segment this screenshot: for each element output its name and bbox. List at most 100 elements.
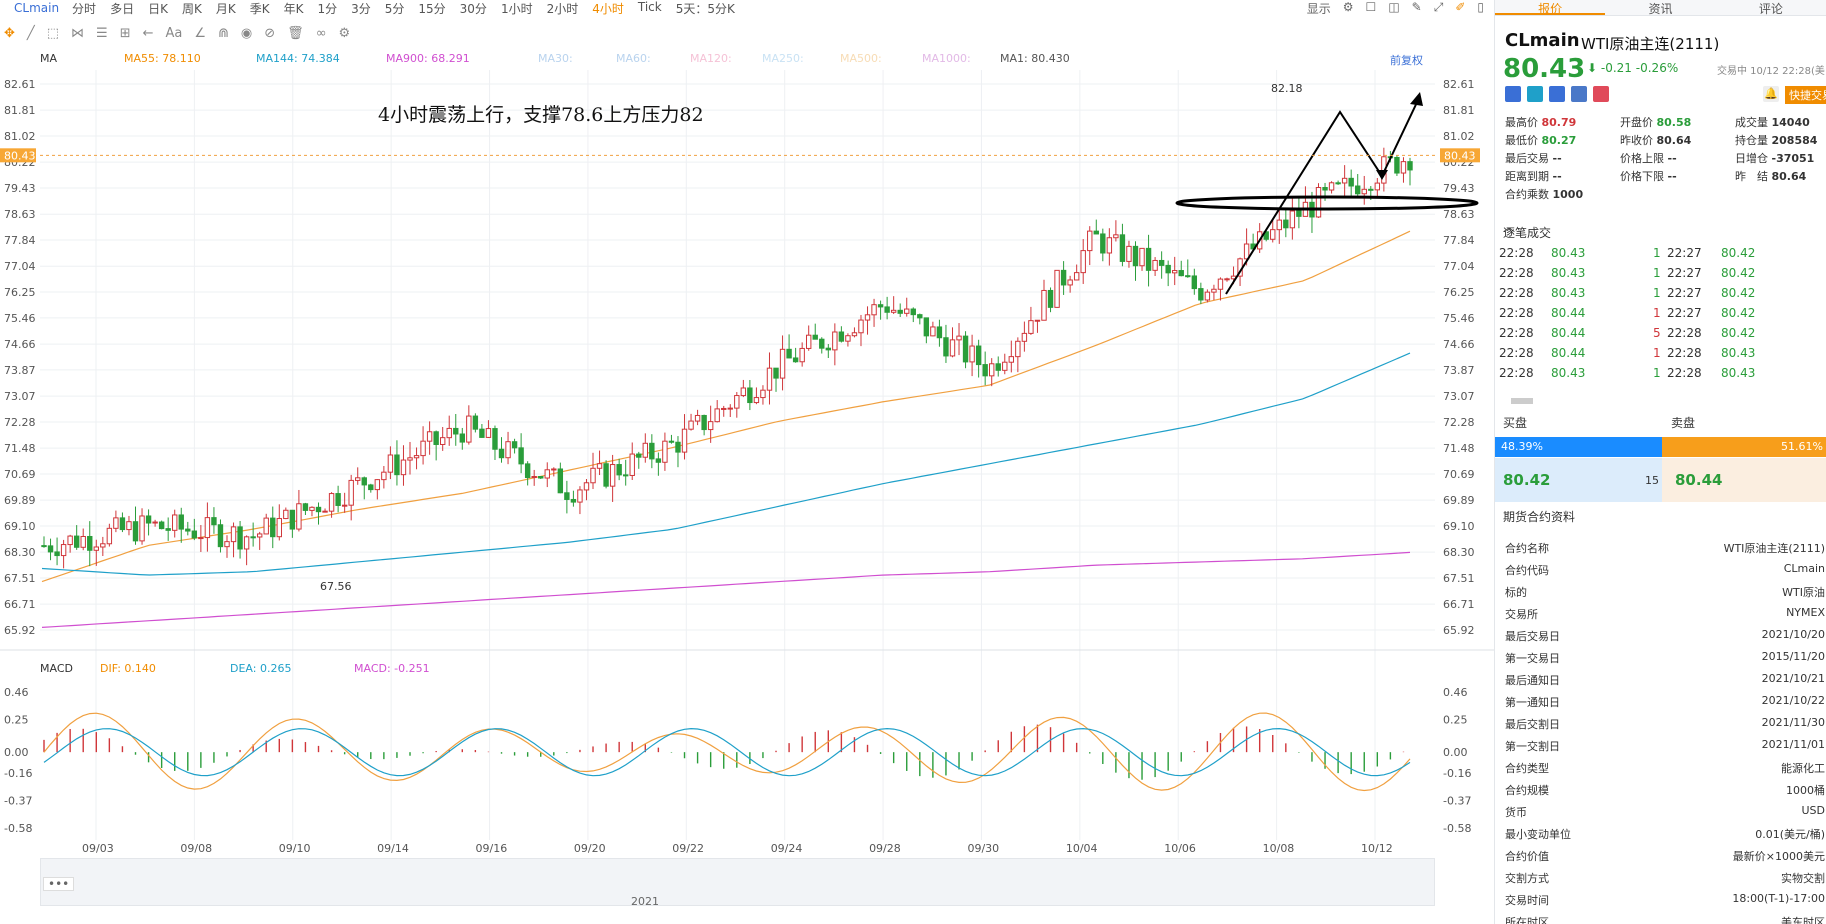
timeframe-14[interactable]: 4小时 — [592, 1, 624, 16]
ma-line-MA55 — [41, 230, 1411, 583]
trade-cell: 80.43 — [1551, 286, 1586, 300]
candle-body — [603, 463, 609, 487]
fork-tool-icon[interactable]: ⋈ — [71, 25, 85, 41]
candle-body — [413, 455, 420, 459]
panel-tab-2[interactable]: 评论 — [1758, 2, 1783, 16]
user-icon[interactable] — [1549, 86, 1565, 102]
macd-legend-item: MACD — [40, 662, 73, 675]
candle-body — [609, 464, 616, 487]
fib-tool-icon[interactable]: ☰ — [96, 25, 108, 41]
timeframe-1[interactable]: 多日 — [110, 1, 135, 16]
bid-price: 80.42 — [1503, 471, 1551, 489]
price-tick-right: 68.30 — [1443, 546, 1475, 559]
trash-icon[interactable]: 🗑 — [287, 25, 304, 41]
timeframe-11[interactable]: 30分 — [459, 1, 487, 16]
trade-icon[interactable] — [1527, 86, 1543, 102]
stat-label: 昨 结 — [1735, 170, 1772, 183]
contract-info-title: 期货合约资料 — [1503, 510, 1576, 524]
contract-key: 最后通知日 — [1505, 674, 1560, 687]
link-icon[interactable]: ∞ — [315, 25, 327, 41]
panel-tab-0[interactable]: 报价 — [1495, 0, 1606, 16]
navigator-year: 2021 — [631, 895, 659, 908]
contract-value: 0.01(美元/桶) — [1755, 828, 1825, 841]
timeframe-toolbar: CLmain 分时 多日 日K 周K 月K 季K 年K 1分 3分 5分 15分 30分 1小时 2小时 4… — [0, 0, 1494, 16]
chart-grid — [0, 70, 1494, 840]
fullscreen-icon[interactable]: ⤢ — [1433, 0, 1444, 14]
timeframe-15[interactable]: Tick — [637, 0, 662, 14]
candle-body — [975, 345, 982, 366]
edit-icon[interactable]: ✎ — [1411, 0, 1422, 14]
candle-body — [760, 389, 766, 399]
timeframe-8[interactable]: 3分 — [351, 1, 371, 16]
timeframe-6[interactable]: 年K — [283, 1, 304, 16]
timeframe-3[interactable]: 周K — [181, 1, 202, 16]
candle-body — [832, 331, 838, 351]
ma-legend-item: MA — [40, 52, 58, 65]
contract-code: CLmain — [1505, 30, 1580, 51]
timeframe-9[interactable]: 5分 — [384, 1, 405, 16]
timeframe-16[interactable]: 5天：5分K — [675, 1, 735, 16]
display-dropdown[interactable]: 显示 — [1306, 2, 1331, 16]
line-tool-icon[interactable]: ╱ — [26, 25, 35, 41]
trade-row: 22:28 80.44 1 22:27 80.42 — [1499, 306, 1826, 326]
favorite-heart-icon[interactable] — [1593, 86, 1609, 102]
fast-trade-button[interactable]: 快捷交易 — [1785, 86, 1826, 104]
time-navigator[interactable]: ••• 2021 — [40, 858, 1435, 908]
timeframe-13[interactable]: 2小时 — [546, 1, 579, 16]
timeframe-2[interactable]: 日K — [148, 1, 168, 16]
timeframe-7[interactable]: 1分 — [317, 1, 338, 16]
layout-icon[interactable]: ☐ — [1365, 0, 1377, 14]
timeframe-10[interactable]: 15分 — [418, 1, 446, 16]
timeframe-5[interactable]: 季K — [249, 1, 270, 16]
camera-icon[interactable]: ◫ — [1388, 0, 1400, 14]
ruler-icon[interactable]: ∠ — [194, 25, 207, 41]
crosshair-icon[interactable]: ✥ — [4, 25, 15, 41]
panel-tab-1[interactable]: 资讯 — [1648, 2, 1673, 16]
candle-body — [1341, 177, 1348, 184]
alert-bell-icon[interactable]: 🔔 — [1763, 86, 1779, 102]
candle-body — [1002, 361, 1008, 371]
panel-toggle-icon[interactable]: ▯ — [1477, 0, 1484, 14]
pencil-icon[interactable]: ✐ — [1455, 0, 1466, 14]
contract-row: 所在时区 美东时区 — [1505, 914, 1825, 924]
candle-body — [923, 317, 930, 337]
candle-body — [420, 440, 426, 457]
change-percent: -0.26% — [1635, 61, 1679, 75]
price-tick-right: 66.71 — [1443, 598, 1475, 611]
measure-tool-icon[interactable]: ⊞ — [119, 25, 131, 41]
contract-row: 最后交易日 2021/10/20 — [1505, 628, 1825, 648]
hide-icon[interactable]: ⊘ — [264, 25, 276, 41]
navigator-menu[interactable]: ••• — [43, 877, 75, 891]
timeframe-0[interactable]: 分时 — [72, 1, 97, 16]
doc-icon[interactable] — [1571, 86, 1587, 102]
candle-body — [871, 304, 877, 316]
macd-axis: 0.46 0.46 0.25 0.25 0.00 0.00 -0.16 -0.16 -0.37 -… — [4, 686, 1471, 835]
shape-tool-icon[interactable]: ⬚ — [46, 25, 60, 41]
fuquan-button[interactable]: 前复权 — [1390, 54, 1423, 67]
timeframe-12[interactable]: 1小时 — [500, 1, 533, 16]
price-tick-right: 72.28 — [1443, 416, 1475, 429]
support-ellipse — [1175, 195, 1479, 211]
arrow-tool-icon[interactable]: ← — [142, 25, 154, 41]
current-price-tag-left — [0, 148, 36, 163]
timeframe-4[interactable]: 月K — [215, 1, 236, 16]
settings-icon[interactable]: ⚙ — [338, 25, 351, 41]
stat-value: 80.27 — [1541, 134, 1577, 147]
text-tool-icon[interactable]: Aa — [165, 25, 183, 41]
trade-cell: 80.44 — [1551, 306, 1586, 320]
contract-value: 18:00(T-1)-17:00 — [1732, 892, 1825, 905]
collapse-chevron-icon[interactable]: ︿ — [1503, 220, 1516, 234]
candle-body — [917, 314, 923, 319]
scroll-indicator[interactable] — [1511, 398, 1533, 404]
candle-body — [263, 517, 269, 535]
symbol-selector[interactable]: CLmain — [14, 1, 60, 15]
contract-row: 第一通知日 2021/10/22 — [1505, 694, 1825, 714]
gear-icon[interactable]: ⚙ — [1342, 0, 1354, 14]
candle-body — [1119, 234, 1126, 262]
candle-body — [949, 339, 956, 357]
contract-value: 2021/11/30 — [1761, 716, 1825, 729]
trade-cell: 80.42 — [1721, 306, 1756, 320]
eye-icon[interactable]: ◉ — [240, 25, 253, 41]
magnet-icon[interactable]: ⋒ — [218, 25, 229, 41]
